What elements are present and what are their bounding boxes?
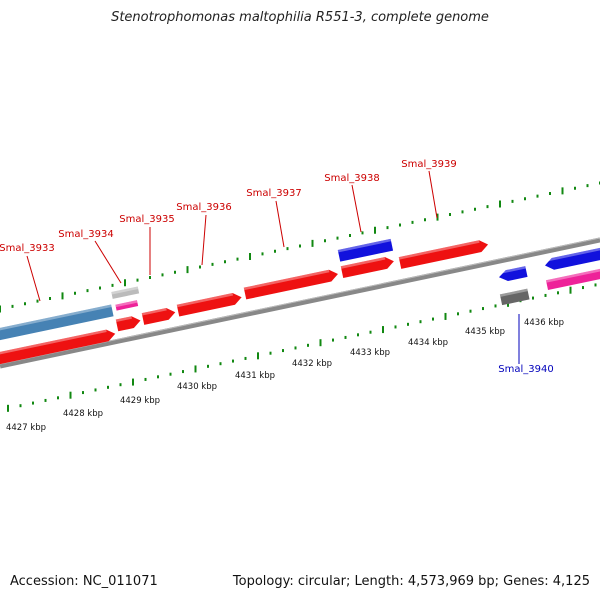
gene-label: Smal_3933 xyxy=(0,243,55,254)
leader-line xyxy=(275,200,285,248)
pink-feature-right xyxy=(545,267,600,291)
gene-smal-3936 xyxy=(176,293,242,317)
kbp-label: 4434 kbp xyxy=(408,338,448,348)
gene-blue-right xyxy=(543,246,600,270)
gene-smal-3937 xyxy=(243,269,338,300)
upper-tick-track xyxy=(0,181,600,313)
leader-line xyxy=(351,184,362,233)
leader-line xyxy=(201,214,207,266)
lower-tick-track xyxy=(7,283,597,412)
leader-line xyxy=(428,170,438,219)
pink-feature-small xyxy=(115,300,139,311)
kbp-scale-labels: 4427 kbp 4428 kbp 4429 kbp 4430 kbp 4431 kbp… xyxy=(6,318,564,433)
accession-text: Accession: NC_011071 xyxy=(10,574,158,589)
kbp-label: 4435 kbp xyxy=(465,327,505,337)
leader-line xyxy=(94,240,122,284)
gene-label: Smal_3939 xyxy=(401,159,456,170)
gene-smal-3933 xyxy=(0,329,116,366)
genome-title: Stenotrophomonas maltophilia R551-3, com… xyxy=(111,10,489,25)
gene-smal-3935 xyxy=(141,307,176,325)
steelblue-feature xyxy=(0,304,114,342)
gene-smal-3940 xyxy=(497,266,528,281)
kbp-label: 4432 kbp xyxy=(292,359,332,369)
gene-label: Smal_3935 xyxy=(119,214,174,225)
gene-label: Smal_3934 xyxy=(58,229,113,240)
gene-label: Smal_3940 xyxy=(498,364,553,375)
kbp-label: 4428 kbp xyxy=(63,409,103,419)
feature-track xyxy=(0,238,600,366)
grey-light-feature xyxy=(111,286,140,299)
kbp-label: 4427 kbp xyxy=(6,423,46,433)
genome-stats: Topology: circular; Length: 4,573,969 bp… xyxy=(232,574,590,589)
backbone-line xyxy=(0,237,600,369)
leader-line xyxy=(26,255,41,302)
gene-label: Smal_3938 xyxy=(324,173,379,184)
gene-label: Smal_3937 xyxy=(246,188,301,199)
kbp-label: 4429 kbp xyxy=(120,396,160,406)
kbp-label: 4436 kbp xyxy=(524,318,564,328)
gene-label: Smal_3936 xyxy=(176,202,231,213)
gene-smal-3938 xyxy=(340,257,394,279)
gene-blue-upper xyxy=(337,238,394,262)
gene-smal-3934 xyxy=(115,316,141,332)
gene-smal-3939 xyxy=(398,240,489,269)
grey-feature-3940 xyxy=(499,288,530,306)
kbp-label: 4433 kbp xyxy=(350,348,390,358)
kbp-label: 4431 kbp xyxy=(235,371,275,381)
kbp-label: 4430 kbp xyxy=(177,382,217,392)
label-leaders xyxy=(26,170,520,364)
